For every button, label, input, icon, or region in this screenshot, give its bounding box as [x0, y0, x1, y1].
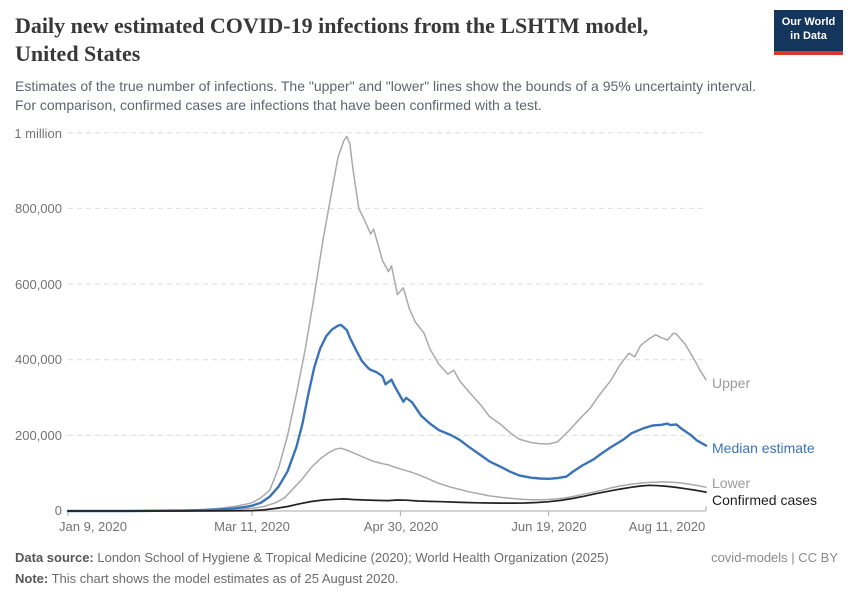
chart-subtitle-line-2: For comparison, confirmed cases are infe…: [15, 97, 542, 113]
x-axis-label-apr30: Apr 30, 2020: [363, 519, 439, 534]
upper-line: [67, 135, 707, 512]
page-title: Daily new estimated COVID-19 infections …: [15, 12, 755, 68]
y-axis-label-800k: 800,000: [15, 201, 62, 216]
data-source-label: Data source:: [15, 550, 94, 565]
x-axis-label-aug11: Aug 11, 2020: [628, 519, 706, 534]
page-title-line-2: United States: [15, 41, 141, 66]
series-label-confirmed-cases: Confirmed cases: [712, 492, 818, 508]
note-line: Note: This chart shows the model estimat…: [15, 571, 398, 586]
owid-logo-line-2: in Data: [790, 30, 827, 42]
y-axis-label-600k: 600,000: [15, 277, 62, 292]
y-axis-label-400k: 400,000: [15, 352, 62, 367]
series-label-upper: Upper: [712, 375, 751, 391]
chart-subtitle: Estimates of the true number of infectio…: [15, 77, 815, 115]
owid-logo: Our World in Data: [774, 10, 843, 55]
y-axis-label-0: 0: [54, 503, 62, 518]
y-axis-label-1m: 1 million: [14, 126, 62, 141]
lower-line: [67, 447, 707, 512]
license-text: covid-models | CC BY: [711, 550, 838, 565]
series-label-lower: Lower: [712, 475, 751, 491]
data-source-text: London School of Hygiene & Tropical Medi…: [93, 550, 609, 565]
page-title-line-1: Daily new estimated COVID-19 infections …: [15, 13, 649, 38]
note-text: This chart shows the model estimates as …: [48, 571, 399, 586]
series-label-median-estimate: Median estimate: [712, 440, 815, 456]
data-source-line: Data source: London School of Hygiene & …: [15, 550, 609, 565]
x-axis-label-jun19: Jun 19, 2020: [511, 519, 587, 534]
chart-subtitle-line-1: Estimates of the true number of infectio…: [15, 78, 757, 94]
owid-logo-line-1: Our World: [781, 16, 836, 28]
median-estimate-line: [66, 323, 708, 513]
x-axis-label-jan9: Jan 9, 2020: [59, 519, 127, 534]
x-axis-label-mar11: Mar 11, 2020: [214, 519, 290, 534]
confirmed-cases-line: [67, 484, 707, 512]
note-label: Note:: [15, 571, 49, 586]
y-axis-label-200k: 200,000: [15, 428, 62, 443]
